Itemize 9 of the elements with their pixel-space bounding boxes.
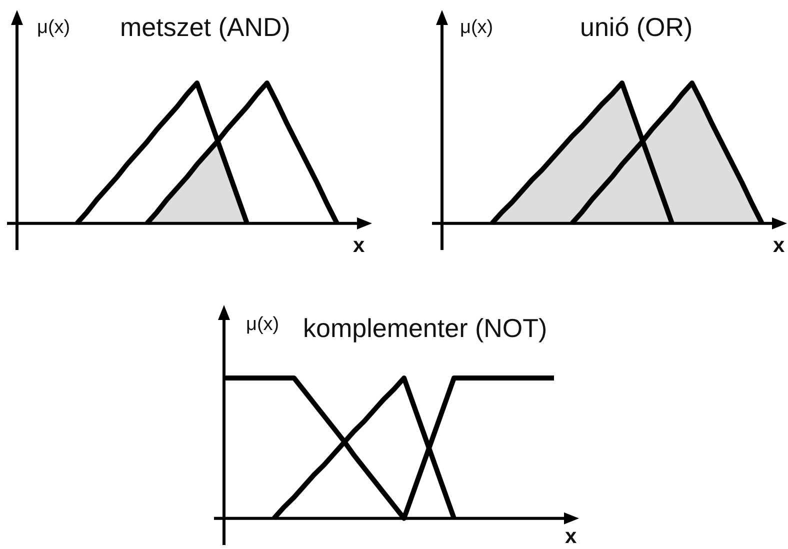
chart-title: metszet (AND) bbox=[120, 12, 290, 42]
x-axis-title: x bbox=[353, 234, 365, 257]
y-axis-title: μ(x) bbox=[37, 17, 70, 38]
chart-title: komplementer (NOT) bbox=[303, 313, 548, 343]
x-axis-title: x bbox=[565, 525, 577, 548]
y-axis-title: μ(x) bbox=[246, 314, 280, 335]
y-axis-title: μ(x) bbox=[460, 17, 494, 38]
x-axis-title: x bbox=[773, 234, 785, 257]
chart-title: unió (OR) bbox=[580, 12, 693, 42]
